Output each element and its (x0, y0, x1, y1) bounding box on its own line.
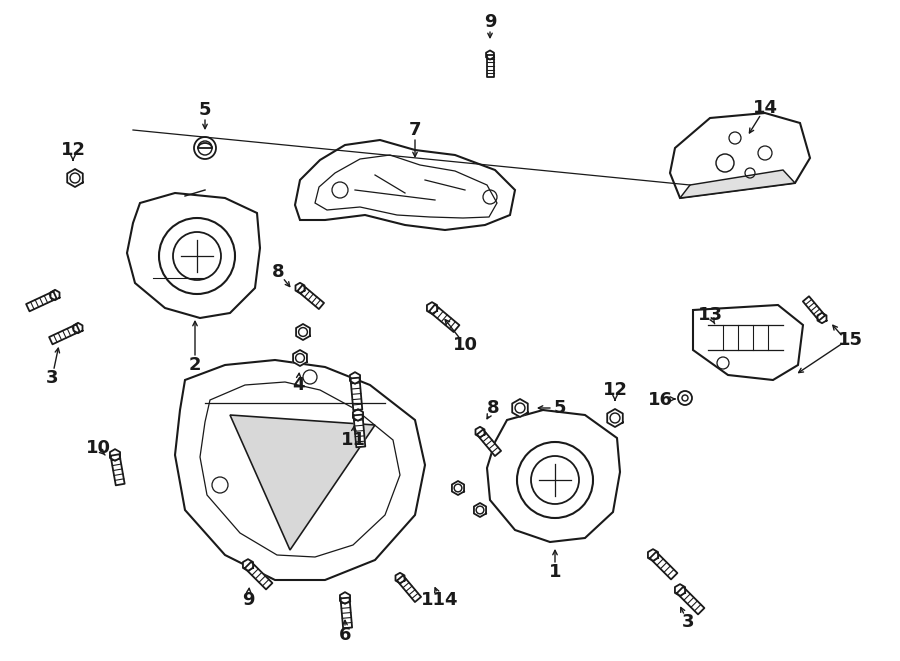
Polygon shape (475, 427, 484, 437)
Text: 5: 5 (554, 399, 566, 417)
Circle shape (678, 391, 692, 405)
Text: 13: 13 (698, 306, 723, 324)
Text: 3: 3 (46, 369, 58, 387)
Polygon shape (340, 598, 352, 628)
Circle shape (159, 218, 235, 294)
Polygon shape (675, 584, 685, 596)
Polygon shape (477, 430, 501, 456)
Text: 8: 8 (272, 263, 284, 281)
Polygon shape (512, 399, 527, 417)
Polygon shape (350, 372, 360, 384)
Polygon shape (487, 410, 620, 542)
Polygon shape (486, 50, 494, 59)
Polygon shape (26, 292, 57, 311)
Polygon shape (110, 449, 120, 461)
Text: 9: 9 (484, 13, 496, 31)
Polygon shape (677, 587, 705, 614)
Polygon shape (427, 302, 437, 314)
Text: 15: 15 (838, 331, 862, 349)
Text: 11: 11 (340, 431, 365, 449)
Polygon shape (230, 415, 375, 550)
Polygon shape (817, 313, 826, 323)
Text: 114: 114 (421, 591, 459, 609)
Polygon shape (693, 305, 803, 380)
Circle shape (194, 137, 216, 159)
Text: 10: 10 (86, 439, 111, 457)
Polygon shape (295, 283, 304, 293)
Text: 10: 10 (453, 336, 478, 354)
Polygon shape (74, 323, 83, 333)
Polygon shape (50, 290, 59, 300)
Polygon shape (295, 140, 515, 230)
Text: 16: 16 (647, 391, 672, 409)
Text: 1: 1 (549, 563, 562, 581)
Polygon shape (296, 324, 310, 340)
Polygon shape (50, 325, 80, 344)
Text: 4: 4 (292, 376, 304, 394)
Polygon shape (243, 559, 253, 571)
Text: 5: 5 (199, 101, 212, 119)
Polygon shape (245, 562, 273, 590)
Text: 9: 9 (242, 591, 254, 609)
Text: 6: 6 (338, 626, 351, 644)
Polygon shape (127, 193, 260, 318)
Polygon shape (803, 296, 825, 321)
Polygon shape (350, 377, 363, 410)
Polygon shape (340, 592, 350, 604)
Text: 12: 12 (60, 141, 86, 159)
Polygon shape (353, 409, 363, 421)
Polygon shape (68, 169, 83, 187)
Polygon shape (111, 454, 124, 485)
Text: 14: 14 (752, 99, 778, 117)
Polygon shape (395, 573, 404, 583)
Circle shape (517, 442, 593, 518)
Text: 12: 12 (602, 381, 627, 399)
Polygon shape (175, 360, 425, 580)
Polygon shape (680, 170, 795, 198)
Text: 3: 3 (682, 613, 694, 631)
Polygon shape (452, 481, 464, 495)
Polygon shape (397, 576, 421, 602)
Text: 8: 8 (487, 399, 500, 417)
Polygon shape (648, 549, 658, 561)
Polygon shape (650, 552, 678, 580)
Text: 7: 7 (409, 121, 421, 139)
Polygon shape (429, 305, 459, 332)
Text: 2: 2 (189, 356, 202, 374)
Polygon shape (297, 285, 324, 309)
Polygon shape (354, 414, 365, 447)
Polygon shape (293, 350, 307, 366)
Polygon shape (608, 409, 623, 427)
Polygon shape (670, 113, 810, 198)
Polygon shape (474, 503, 486, 517)
Polygon shape (487, 55, 493, 77)
